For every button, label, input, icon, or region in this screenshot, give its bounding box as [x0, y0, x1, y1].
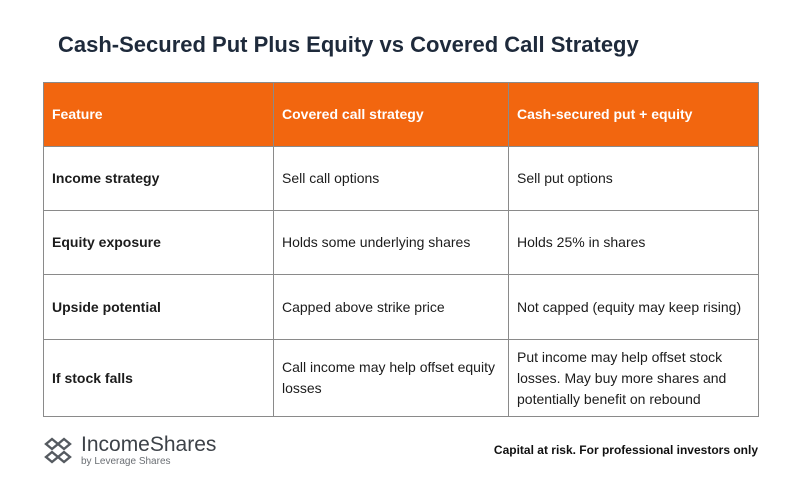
table-row: Upside potential Capped above strike pric…	[43, 274, 759, 340]
table-cell: Call income may help offset equity losse…	[273, 339, 509, 417]
table-row: If stock falls Call income may help offse…	[43, 339, 759, 417]
table-cell: Not capped (equity may keep rising)	[508, 274, 759, 340]
table-cell: Put income may help offset stock losses.…	[508, 339, 759, 417]
feature-cell: Upside potential	[43, 274, 274, 340]
feature-cell: Income strategy	[43, 146, 274, 211]
tagline: by Leverage Shares	[81, 456, 171, 467]
logo: IncomeShares by Leverage Shares	[43, 434, 216, 467]
feature-cell: Equity exposure	[43, 210, 274, 275]
table-cell: Sell call options	[273, 146, 509, 211]
table-cell: Capped above strike price	[273, 274, 509, 340]
header-row: Feature Covered call strategy Cash-secured…	[43, 82, 759, 147]
logo-icon	[44, 436, 72, 464]
table-cell: Holds 25% in shares	[508, 210, 759, 275]
comparison-table: Feature Covered call strategy Cash-secured…	[43, 82, 759, 417]
table-row: Income strategy Sell call options Sell put…	[43, 146, 759, 211]
table-row: Equity exposure Holds some underlying sha…	[43, 210, 759, 275]
disclaimer: Capital at risk. For professional invest…	[493, 443, 758, 457]
title: Cash-Secured Put Plus Equity vs Covered …	[58, 32, 639, 57]
table-cell: Holds some underlying shares	[273, 210, 509, 275]
feature-cell: If stock falls	[43, 339, 274, 417]
table-cell: Sell put options	[508, 146, 759, 211]
header-cell: Feature	[43, 82, 274, 147]
brand: IncomeShares	[81, 433, 217, 456]
header-cell: Covered call strategy	[273, 82, 509, 147]
header-cell: Cash-secured put + equity	[508, 82, 759, 147]
